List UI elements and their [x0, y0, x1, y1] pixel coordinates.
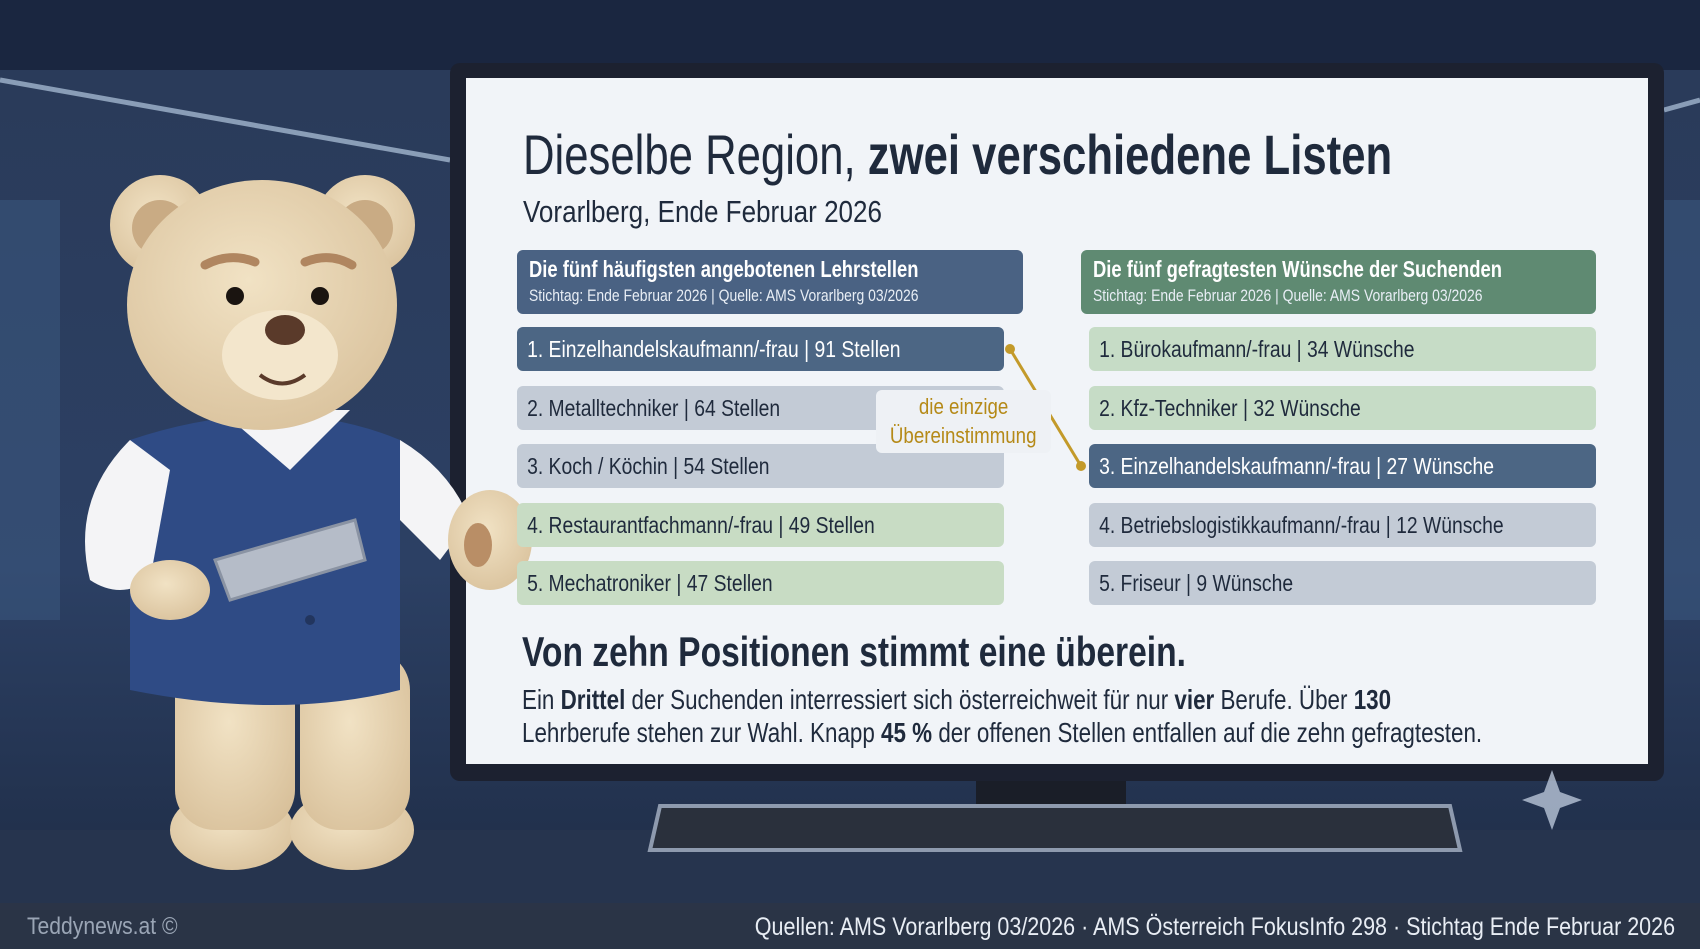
title: Dieselbe Region, zwei verschiedene Liste… [523, 122, 1637, 187]
list-item-text: 2. Metalltechniker | 64 Stellen [527, 394, 781, 421]
text-segment: 45 % [881, 717, 933, 748]
list-item: 4. Restaurantfachmann/-frau | 49 Stellen [517, 503, 1004, 547]
conclusion-heading-text: Von zehn Positionen stimmt eine überein. [522, 628, 1186, 675]
footer-sources: Quellen: AMS Vorarlberg 03/2026 · AMS Ös… [605, 913, 1675, 942]
conclusion-heading: Von zehn Positionen stimmt eine überein. [522, 628, 1352, 676]
annotation-text: die einzige [918, 394, 1009, 419]
text-segment: Lehrberufe stehen zur Wahl. Knapp [522, 717, 882, 748]
text-line-inner: Ein Drittel der Suchenden interressiert … [522, 683, 1391, 716]
annotation-text: Übereinstimmung [890, 423, 1037, 448]
text-segment: Dieselbe Region, [523, 123, 868, 186]
text-segment: der offenen Stellen entfallen auf die ze… [932, 717, 1483, 748]
list-item-text: 5. Friseur | 9 Wünsche [1099, 569, 1294, 596]
list-item-text: 2. Kfz-Techniker | 32 Wünsche [1099, 394, 1361, 421]
list-item: 3. Einzelhandelskaufmann/-frau | 27 Wüns… [1089, 444, 1596, 488]
list-item-text: 3. Koch / Köchin | 54 Stellen [527, 452, 770, 479]
text-line-inner: Lehrberufe stehen zur Wahl. Knapp 45 % d… [522, 716, 1482, 749]
text-segment: zwei verschiedene Listen [867, 123, 1393, 186]
footer-brand: Teddynews.at © [27, 913, 198, 941]
right-list-header: Die fünf gefragtesten Wünsche der Suchen… [1081, 250, 1596, 314]
list-item: 2. Kfz-Techniker | 32 Wünsche [1089, 386, 1596, 430]
list-item: 1. Einzelhandelskaufmann/-frau | 91 Stel… [517, 327, 1004, 371]
annotation-line: die einzige [876, 392, 1051, 421]
conclusion-text: Ein Drittel der Suchenden interressiert … [522, 683, 1700, 749]
annotation-line: Übereinstimmung [876, 421, 1051, 450]
title-text: Dieselbe Region, zwei verschiedene Liste… [523, 122, 1392, 187]
right-list-title: Die fünf gefragtesten Wünsche der Suchen… [1093, 256, 1502, 282]
left-list-source: Stichtag: Ende Februar 2026 | Quelle: AM… [529, 286, 919, 305]
list-item: 3. Koch / Köchin | 54 Stellen [517, 444, 1004, 488]
left-list-header: Die fünf häufigsten angebotenen Lehrstel… [517, 250, 1023, 314]
text-segment: 130 [1353, 684, 1392, 715]
list-item: 5. Friseur | 9 Wünsche [1089, 561, 1596, 605]
text-segment: Ein [522, 684, 561, 715]
left-list-title: Die fünf häufigsten angebotenen Lehrstel… [529, 256, 919, 282]
list-item: 4. Betriebslogistikkaufmann/-frau | 12 W… [1089, 503, 1596, 547]
subtitle: Vorarlberg, Ende Februar 2026 [523, 194, 950, 230]
list-item-text: 5. Mechatroniker | 47 Stellen [527, 569, 773, 596]
annotation: die einzige Übereinstimmung [876, 390, 1051, 453]
text-line: Lehrberufe stehen zur Wahl. Knapp 45 % d… [522, 716, 1700, 749]
list-item: 1. Bürokaufmann/-frau | 34 Wünsche [1089, 327, 1596, 371]
list-item-text: 3. Einzelhandelskaufmann/-frau | 27 Wüns… [1099, 452, 1494, 479]
list-item-text: 1. Einzelhandelskaufmann/-frau | 91 Stel… [527, 335, 901, 362]
text-segment: der Suchenden interressiert sich österre… [625, 684, 1175, 715]
list-item: 5. Mechatroniker | 47 Stellen [517, 561, 1004, 605]
footer-sources-text: Quellen: AMS Vorarlberg 03/2026 · AMS Ös… [754, 913, 1675, 941]
list-item-text: 1. Bürokaufmann/-frau | 34 Wünsche [1099, 335, 1415, 362]
subtitle-text: Vorarlberg, Ende Februar 2026 [523, 194, 883, 229]
text-segment: Drittel [560, 684, 626, 715]
text-segment: Berufe. Über [1214, 684, 1354, 715]
text-segment: vier [1174, 684, 1215, 715]
text-line: Ein Drittel der Suchenden interressiert … [522, 683, 1700, 716]
list-item-text: 4. Restaurantfachmann/-frau | 49 Stellen [527, 511, 875, 538]
list-item-text: 4. Betriebslogistikkaufmann/-frau | 12 W… [1099, 511, 1504, 538]
right-list-source: Stichtag: Ende Februar 2026 | Quelle: AM… [1093, 286, 1483, 305]
footer-brand-text: Teddynews.at © [27, 913, 178, 940]
